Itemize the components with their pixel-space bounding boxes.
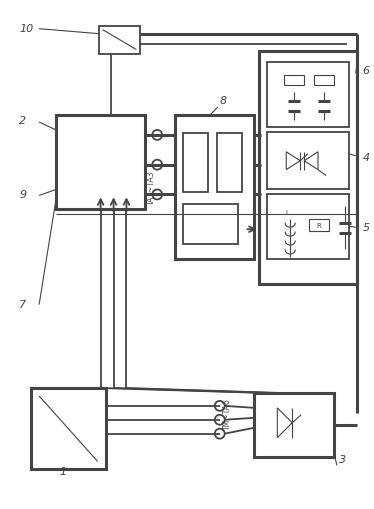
Text: 3: 3 <box>339 455 346 465</box>
Bar <box>309 220 329 232</box>
Bar <box>254 393 334 458</box>
Bar <box>217 134 242 193</box>
Text: 6: 6 <box>363 66 370 76</box>
Text: TM~TA6: TM~TA6 <box>223 397 232 429</box>
Text: 10: 10 <box>19 24 34 34</box>
Text: 4: 4 <box>363 153 370 162</box>
Bar <box>260 51 357 284</box>
Text: TA1~TA3: TA1~TA3 <box>147 171 156 205</box>
Text: L: L <box>285 210 289 216</box>
Bar <box>284 76 304 86</box>
Bar <box>183 205 237 245</box>
Bar <box>267 195 349 260</box>
Text: 9: 9 <box>19 190 27 200</box>
Text: 7: 7 <box>19 299 27 309</box>
Bar <box>267 133 349 190</box>
Text: 5: 5 <box>363 223 370 233</box>
Text: 1: 1 <box>59 466 67 476</box>
Bar <box>183 134 208 193</box>
Bar <box>267 63 349 128</box>
Text: 8: 8 <box>220 96 227 106</box>
Bar <box>314 76 334 86</box>
Bar <box>99 26 140 54</box>
Bar <box>56 116 145 210</box>
Text: 2: 2 <box>19 116 27 126</box>
Bar <box>175 116 254 260</box>
Bar <box>31 388 105 469</box>
Text: R: R <box>317 223 321 229</box>
